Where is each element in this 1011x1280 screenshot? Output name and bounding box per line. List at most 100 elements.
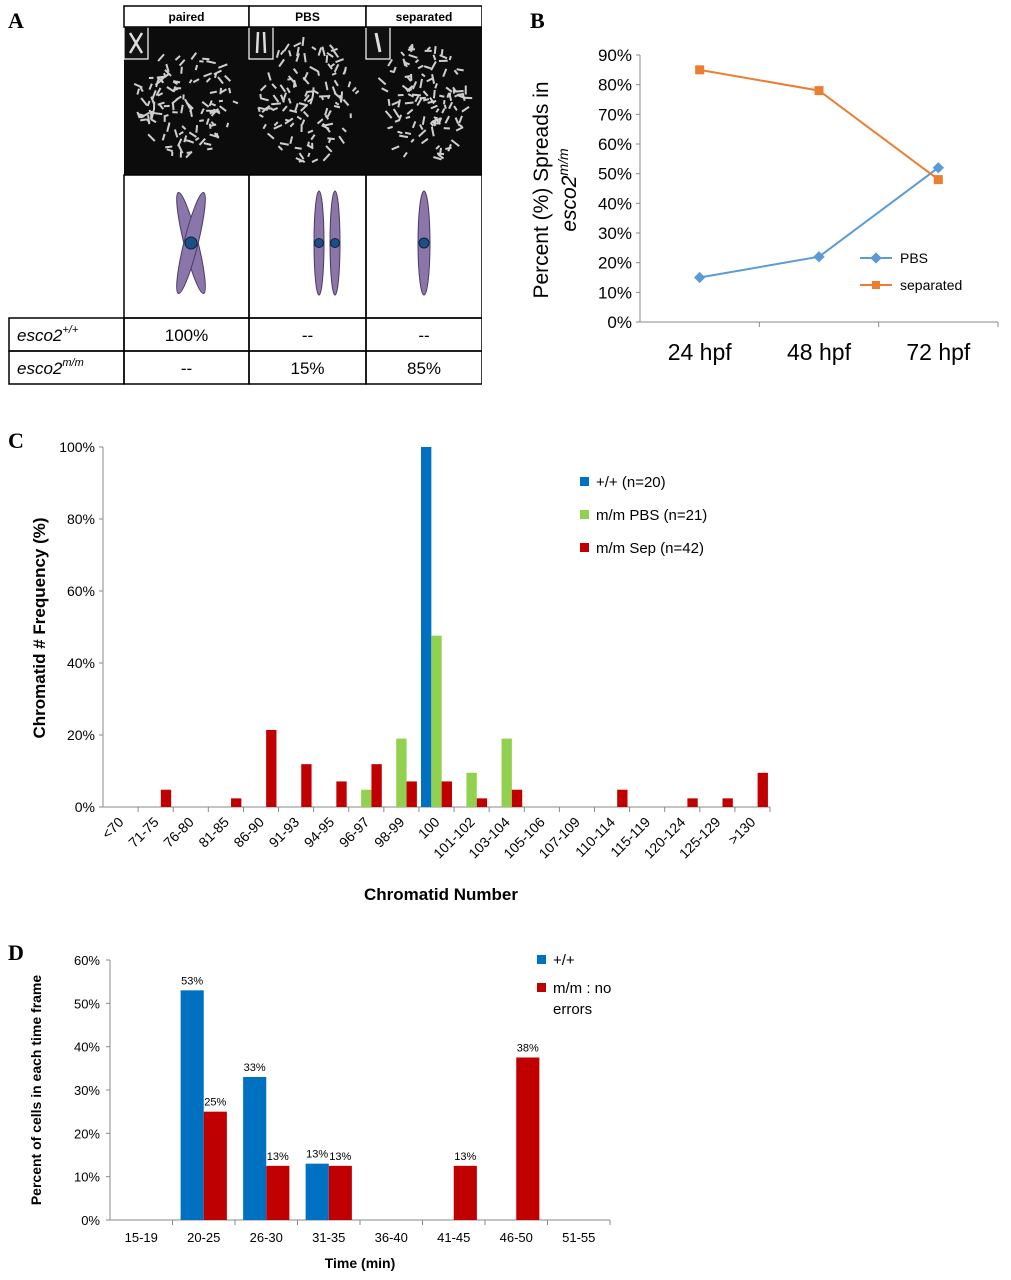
spread-chromosome — [202, 57, 210, 61]
spread-chromosome — [342, 98, 350, 107]
spread-chromosome — [324, 81, 329, 91]
c-x-tick-label: >130 — [725, 814, 759, 848]
d-bar — [243, 1077, 267, 1220]
panel-c-bar-chart: 0% 20% 40% 60% 80% 100% <7071-7576-8081-8586-… — [30, 439, 771, 904]
c-x-tick-label: 100 — [415, 814, 443, 842]
spread-chromosome — [298, 102, 308, 107]
diagram-cell-pbs — [248, 174, 367, 319]
spread-chromosome — [182, 94, 185, 100]
panel-letter-c: C — [8, 428, 24, 453]
c-bar — [406, 781, 417, 807]
spread-chromosome — [411, 121, 417, 129]
spread-chromosome — [418, 129, 427, 138]
spread-chromosome — [208, 100, 213, 107]
c-bar — [361, 789, 372, 807]
inset-pbs-chromosome — [255, 31, 267, 54]
spread-chromosome — [455, 126, 464, 132]
spread-chromosome — [397, 114, 403, 122]
spread-chromosome — [219, 87, 223, 95]
c-legend-pbs-swatch — [580, 510, 589, 519]
spread-chromosome — [199, 60, 204, 63]
spread-chromosome — [432, 89, 436, 99]
spread-chromosome — [140, 118, 147, 122]
spread-chromosome — [439, 147, 443, 155]
spread-chromosome — [155, 77, 160, 88]
c-bar — [466, 772, 477, 807]
b-legend-separated: separated — [900, 277, 962, 293]
spread-chromosome — [399, 134, 409, 139]
panel-letter-d: D — [8, 940, 24, 965]
d-bar — [305, 1163, 329, 1220]
spread-chromosome — [347, 81, 352, 88]
b-point-pbs — [694, 271, 706, 284]
spread-chromosome — [293, 41, 302, 48]
d-legend: +/+ m/m : no errors — [537, 952, 611, 1018]
c-x-tick-label: <70 — [99, 814, 127, 842]
spread-chromosome — [173, 80, 181, 84]
d-x-tick-label: 26-30 — [250, 1230, 283, 1245]
spread-chromosome — [307, 152, 311, 158]
spread-chromosome — [464, 96, 473, 100]
spread-chromosome — [450, 139, 460, 147]
spread-chromosome — [316, 118, 324, 125]
spread-chromosome — [443, 127, 450, 130]
spread-chromosome — [293, 103, 299, 113]
spread-chromosome — [190, 52, 198, 60]
d-data-label: 13% — [454, 1151, 476, 1163]
spread-chromosome — [422, 90, 429, 97]
d-x-tick-label: 36-40 — [375, 1230, 408, 1245]
spread-chromosome — [218, 63, 228, 69]
d-x-tick-label: 41-45 — [437, 1230, 470, 1245]
d-y-tick-label: 30% — [74, 1083, 100, 1098]
c-bar — [617, 789, 628, 807]
spread-chromosome — [429, 97, 435, 105]
spread-chromosome — [296, 115, 302, 121]
spread-chromosome — [179, 151, 182, 158]
spread-chromosome — [414, 58, 420, 64]
spread-chromosome — [326, 51, 334, 58]
spread-chromosome — [351, 86, 357, 92]
spread-chromosome — [225, 122, 230, 128]
d-data-label: 53% — [181, 975, 203, 987]
d-legend-wt: +/+ — [553, 952, 575, 969]
spread-chromosome — [259, 84, 267, 92]
spread-chromosome — [286, 87, 291, 94]
c-bar — [687, 798, 698, 807]
spread-chromosome — [331, 86, 337, 95]
c-bar — [476, 798, 488, 807]
spread-chromosome — [284, 118, 290, 122]
spread-chromosome — [445, 86, 453, 93]
d-bar — [266, 1165, 290, 1220]
spread-chromosome — [166, 86, 175, 93]
spread-chromosome — [334, 101, 340, 106]
b-y-tick-label: 90% — [598, 46, 632, 65]
spread-chromosome — [421, 116, 426, 125]
spread-chromosome — [278, 58, 285, 68]
c-ylabel: Chromatid # Frequency (%) — [30, 517, 49, 738]
spread-chromosome — [203, 72, 213, 78]
spread-chromosome — [311, 142, 314, 148]
row2-paired-value: -- — [181, 359, 192, 378]
spread-chromosome — [327, 138, 332, 144]
spread-chromosome — [306, 143, 314, 150]
spread-chromosome — [417, 64, 424, 70]
spread-chromosome — [224, 74, 232, 82]
spread-chromosome — [325, 145, 333, 153]
c-bar — [301, 764, 312, 807]
spread-chromosome — [157, 92, 164, 97]
spread-chromosome — [303, 94, 310, 102]
spread-chromosome — [147, 133, 156, 142]
spread-chromosome — [189, 108, 193, 113]
spread-chromosome — [406, 75, 412, 82]
b-y-tick-label: 30% — [598, 224, 632, 243]
spread-chromosome — [194, 64, 199, 71]
spread-chromosome — [171, 102, 175, 111]
spread-chromosome — [422, 98, 430, 102]
spread-chromosome — [199, 119, 204, 122]
spread-chromosome — [437, 153, 445, 160]
spread-chromosome — [307, 90, 313, 93]
c-x-tick-label: 96-97 — [336, 814, 373, 851]
spread-chromosome — [327, 63, 333, 70]
spread-chromosome — [260, 97, 269, 102]
row2-pbs-value: 15% — [290, 359, 324, 378]
